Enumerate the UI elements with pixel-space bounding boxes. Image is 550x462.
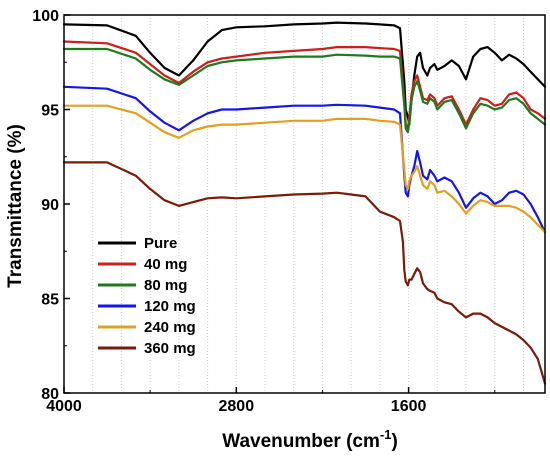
- y-axis-title: Transmittance (%): [5, 124, 26, 288]
- legend-label: 80 mg: [144, 277, 187, 294]
- y-tick-label: 90: [41, 197, 59, 214]
- plot-frame: [63, 14, 546, 394]
- series-line-240-mg: [62, 104, 547, 234]
- grid-lines: [92, 15, 524, 393]
- x-axis-title-sup: -1: [380, 427, 392, 442]
- series-line-40-mg: [62, 40, 547, 130]
- x-tick-label: 1600: [391, 398, 427, 415]
- legend-label: Pure: [144, 235, 177, 252]
- series-line-80-mg: [62, 47, 547, 134]
- x-axis-title-main: Wavenumber (cm: [222, 431, 380, 452]
- series-line-120-mg: [62, 85, 547, 234]
- y-tick-label: 85: [41, 292, 59, 309]
- legend-label: 120 mg: [144, 298, 196, 315]
- x-axis-title-tail: ): [391, 431, 397, 452]
- series-group: [62, 21, 547, 385]
- legend-label: 240 mg: [144, 319, 196, 336]
- legend: Pure 40 mg 80 mg 120 mg 240 mg 360 mg: [98, 235, 196, 357]
- legend-label: 40 mg: [144, 256, 187, 273]
- y-tick-label: 95: [41, 103, 59, 120]
- legend-label: 360 mg: [144, 340, 196, 357]
- series-line-360-mg: [62, 161, 547, 385]
- y-tick-label: 80: [41, 386, 59, 403]
- tick-labels: 4000 2800 1600 80 85 90 95 100: [32, 8, 426, 415]
- x-axis-title: Wavenumber (cm-1): [222, 427, 398, 452]
- y-tick-label: 100: [32, 8, 59, 25]
- x-tick-label: 4000: [46, 398, 82, 415]
- x-tick-label: 2800: [219, 398, 255, 415]
- axis-ticks: [63, 14, 496, 394]
